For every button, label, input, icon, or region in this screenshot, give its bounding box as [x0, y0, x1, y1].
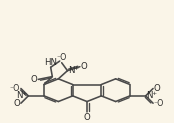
Text: N⁺: N⁺ — [146, 91, 157, 100]
Text: O: O — [80, 62, 87, 71]
Text: N⁺: N⁺ — [17, 91, 28, 100]
Text: ⁻O: ⁻O — [154, 99, 164, 108]
Text: ⁻O: ⁻O — [57, 53, 67, 62]
Text: O: O — [13, 99, 20, 108]
Text: O: O — [154, 84, 161, 93]
Text: HN: HN — [44, 58, 57, 67]
Text: ⁻O: ⁻O — [10, 84, 20, 93]
Text: O: O — [84, 113, 90, 122]
Text: N⁺: N⁺ — [68, 66, 79, 75]
Text: O: O — [31, 75, 37, 84]
